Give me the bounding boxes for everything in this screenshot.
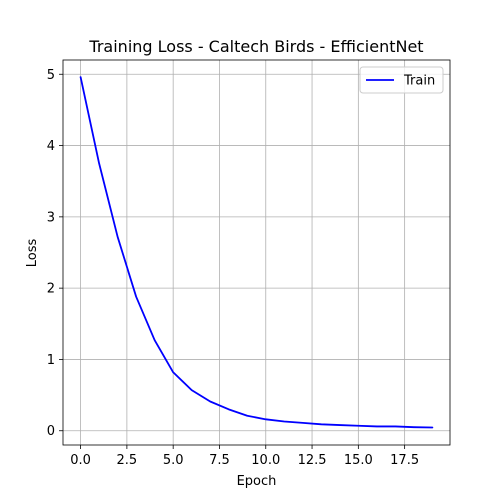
y-tick-label: 5: [47, 68, 55, 83]
legend-label-train: Train: [403, 74, 435, 89]
x-tick-label: 12.5: [298, 453, 327, 468]
legend: Train: [359, 66, 444, 94]
y-tick-label: 3: [47, 210, 55, 225]
x-tick-label: 15.0: [344, 453, 373, 468]
series-layer: [79, 76, 434, 429]
y-tick-label: 2: [47, 282, 55, 297]
legend-box: [359, 66, 444, 94]
x-tick-label: 0.0: [70, 453, 91, 468]
x-tick-label: 10.0: [251, 453, 280, 468]
y-tick-label: 0: [47, 424, 55, 439]
series-line-train: [79, 76, 434, 429]
grid-layer: [63, 60, 450, 445]
x-axis-label: Epoch: [237, 474, 277, 489]
y-axis-label: Loss: [25, 239, 40, 268]
chart-title: Training Loss - Caltech Birds - Efficien…: [88, 37, 423, 56]
x-tick-label: 17.5: [390, 453, 419, 468]
x-tick-label: 7.5: [209, 453, 230, 468]
plot-frame: [62, 59, 451, 446]
y-tick-label: 1: [47, 353, 55, 368]
y-tick-label: 4: [47, 139, 55, 154]
x-tick-label: 2.5: [117, 453, 138, 468]
x-tick-label: 5.0: [163, 453, 184, 468]
tick-layer: 0.0 2.5 5.0 7.5 10.0 12.5 15.0 17.5 0 1 2 3 4 5: [47, 68, 419, 468]
